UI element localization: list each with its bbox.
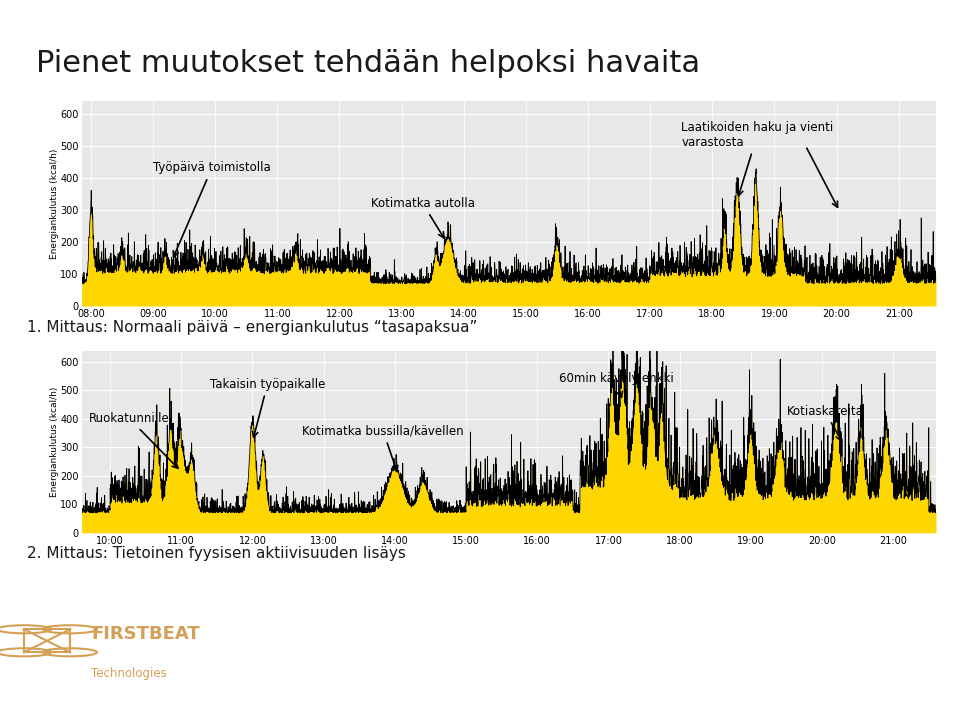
Text: 1. Mittaus: Normaali päivä – energiankulutus “tasapaksua”: 1. Mittaus: Normaali päivä – energiankul… (27, 320, 477, 335)
Y-axis label: Energiankulutus (kcal/h): Energiankulutus (kcal/h) (50, 148, 59, 258)
Text: Pienet muutokset tehdään helpoksi havaita: Pienet muutokset tehdään helpoksi havait… (36, 49, 701, 78)
Text: FIRSTBEAT: FIRSTBEAT (91, 624, 200, 642)
Text: Kotimatka autolla: Kotimatka autolla (371, 197, 474, 238)
Text: Laatikoiden haku ja vienti
varastosta: Laatikoiden haku ja vienti varastosta (682, 121, 833, 196)
Text: - Copyright Firstbeat Technologies Ltd. -: - Copyright Firstbeat Technologies Ltd. … (737, 10, 946, 20)
Text: Kotiaskareita: Kotiaskareita (786, 405, 863, 441)
Text: 60min kävelylenkki: 60min kävelylenkki (559, 372, 673, 397)
Y-axis label: Energiankulutus (kcal/h): Energiankulutus (kcal/h) (50, 387, 59, 497)
Text: Ruokatunnille: Ruokatunnille (88, 412, 178, 468)
Text: Kotimatka bussilla/kävellen: Kotimatka bussilla/kävellen (302, 425, 464, 472)
Text: Työpäivä toimistolla: Työpäivä toimistolla (153, 161, 271, 257)
Text: 2. Mittaus: Tietoinen fyysisen aktiivisuuden lisäys: 2. Mittaus: Tietoinen fyysisen aktiivisu… (27, 546, 405, 561)
Text: Takaisin työpaikalle: Takaisin työpaikalle (210, 378, 325, 437)
Text: Technologies: Technologies (91, 667, 167, 680)
